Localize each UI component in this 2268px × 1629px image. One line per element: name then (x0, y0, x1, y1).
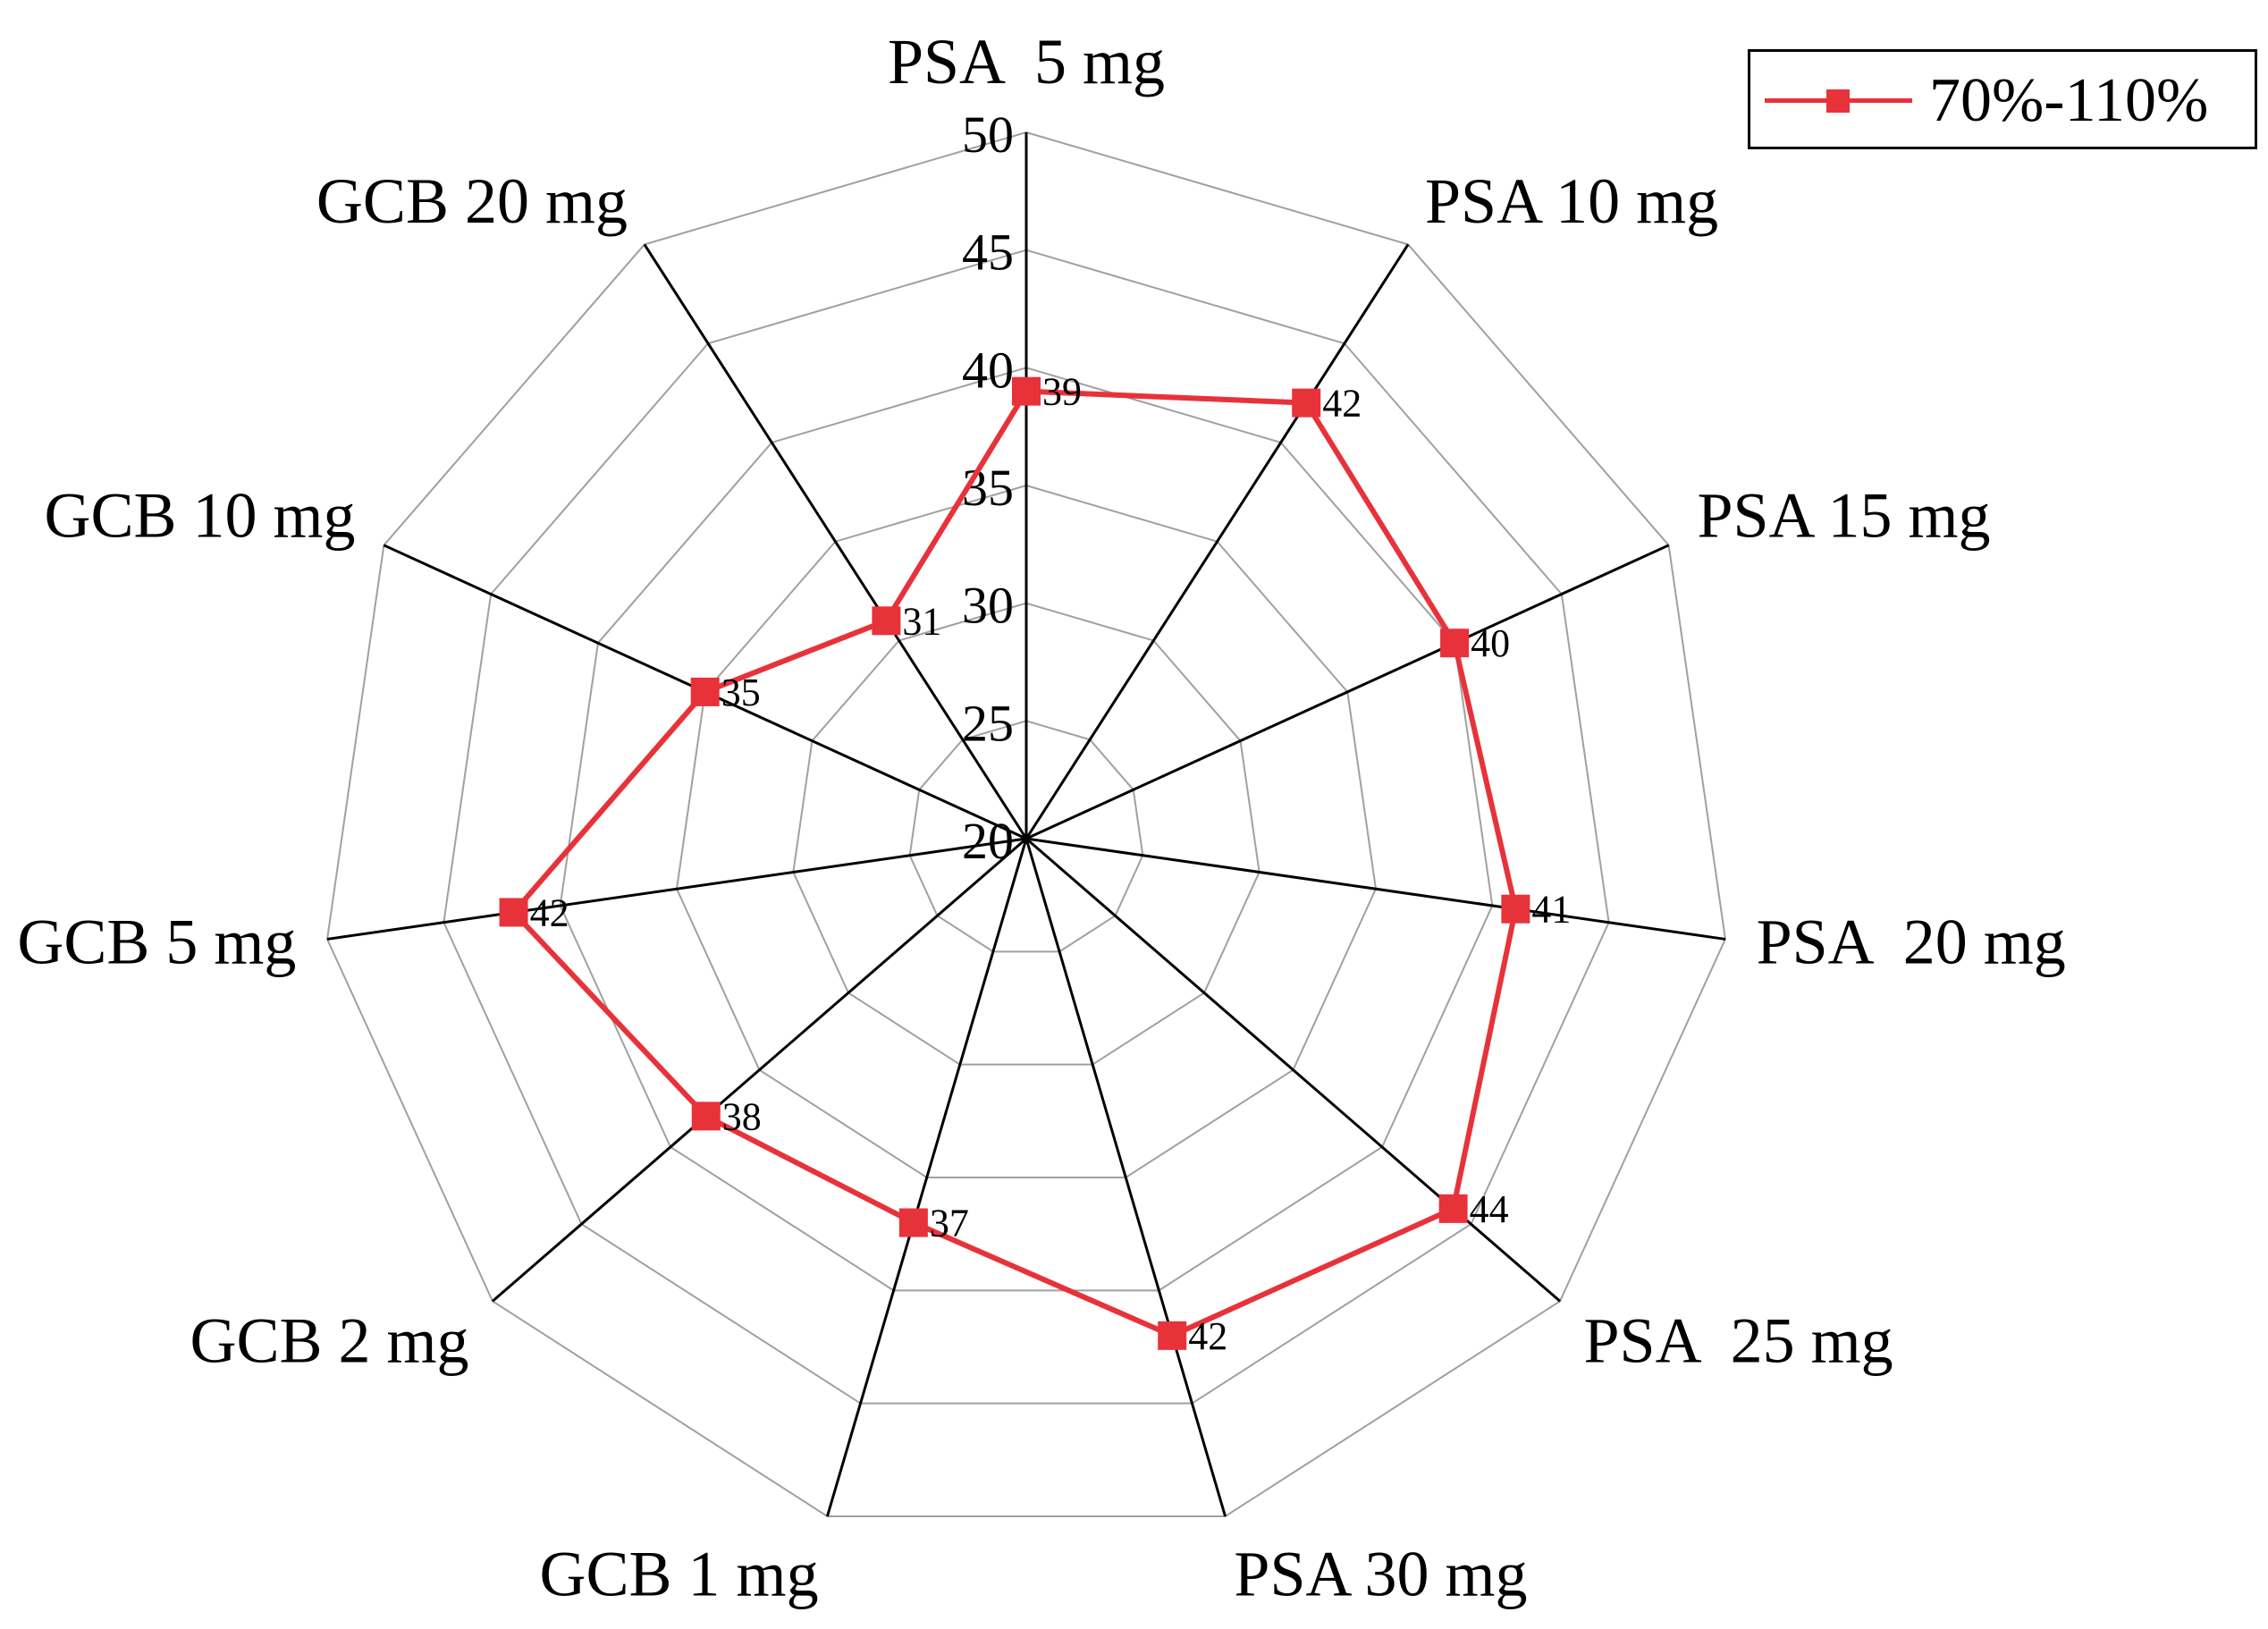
data-label: 35 (721, 671, 761, 714)
grid-ring-25 (908, 720, 1144, 953)
grid-rings (326, 131, 1726, 1517)
data-point-marker (691, 1101, 721, 1131)
category-label: PSA 5 mg (888, 26, 1165, 97)
spoke-5 (1024, 838, 1227, 1517)
data-label: 38 (722, 1094, 762, 1138)
category-label: GCB 5 mg (17, 906, 296, 977)
spokes (326, 132, 1726, 1517)
data-point-marker (1438, 1194, 1468, 1223)
category-label: GCB 10 mg (45, 479, 356, 551)
spoke-8 (326, 837, 1027, 941)
legend: 70%-110% (1748, 49, 2257, 149)
spoke-1 (1024, 243, 1410, 840)
data-label: 41 (1531, 888, 1571, 932)
legend-square-marker-icon (1826, 89, 1850, 113)
data-label: 44 (1470, 1187, 1509, 1231)
radial-tick-label: 40 (962, 341, 1014, 399)
data-label: 42 (1188, 1314, 1227, 1358)
data-point-marker (1012, 376, 1041, 406)
category-label: GCB 20 mg (316, 165, 628, 237)
data-point-marker (1501, 894, 1530, 924)
category-label: GCB 1 mg (540, 1539, 819, 1610)
data-label: 42 (530, 890, 569, 934)
spoke-6 (825, 838, 1028, 1517)
spoke-10 (643, 243, 1028, 840)
grid-ring-40 (559, 367, 1494, 1292)
category-label: GCB 2 mg (190, 1304, 468, 1376)
data-point-marker (499, 898, 528, 927)
data-label: 31 (902, 599, 941, 643)
radial-tick-label: 50 (962, 106, 1014, 164)
data-label: 39 (1042, 370, 1082, 414)
series-layer: 39 42 40 41 44 42 37 38 42 35 31 (499, 370, 1571, 1358)
spoke-7 (491, 837, 1027, 1303)
data-point-marker (872, 606, 901, 636)
grid-ring-30 (792, 602, 1260, 1066)
radial-tick-label: 30 (962, 577, 1014, 635)
category-label: PSA 15 mg (1697, 479, 1990, 551)
data-point-marker (690, 677, 720, 706)
grid-ring-45 (443, 249, 1610, 1405)
data-point-marker (1440, 629, 1470, 658)
spoke-4 (1025, 837, 1562, 1303)
category-label: PSA 10 mg (1425, 165, 1718, 237)
series-line (510, 388, 1519, 1338)
data-point-marker (1292, 388, 1321, 418)
category-labels: PSA 5 mg PSA 10 mg PSA 15 mg PSA 20 mg PSA 2… (17, 26, 2065, 1610)
grid-ring-35 (675, 484, 1378, 1178)
category-label: PSA 25 mg (1583, 1304, 1893, 1376)
spoke-3 (1025, 837, 1726, 941)
grid-ring-50 (326, 131, 1726, 1517)
data-label: 40 (1471, 621, 1510, 665)
radial-tick-label: 45 (962, 224, 1014, 282)
radial-tick-label: 25 (962, 694, 1014, 752)
data-label: 42 (1322, 382, 1362, 426)
category-label: PSA 30 mg (1234, 1539, 1527, 1610)
category-label: PSA 20 mg (1757, 906, 2066, 977)
radial-tick-label: 20 (962, 812, 1014, 870)
data-label: 37 (930, 1202, 969, 1245)
data-point-marker (1158, 1321, 1187, 1350)
data-point-marker (898, 1208, 928, 1237)
legend-label: 70%-110% (1929, 66, 2209, 135)
spoke-2 (1025, 544, 1670, 840)
